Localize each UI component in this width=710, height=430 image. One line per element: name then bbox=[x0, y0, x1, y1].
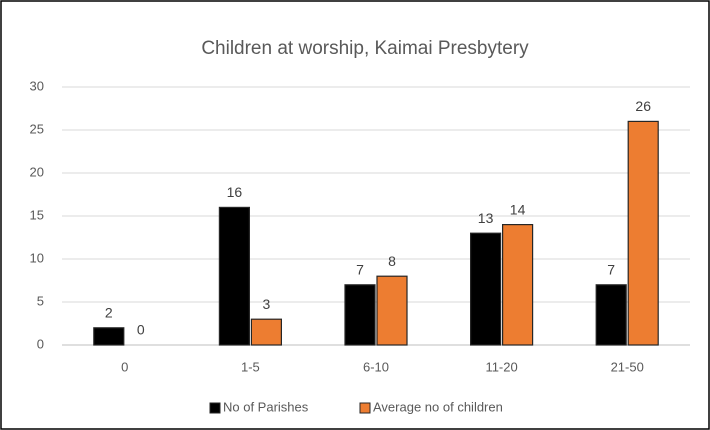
y-tick-label: 20 bbox=[30, 164, 44, 179]
y-tick-label: 15 bbox=[30, 207, 44, 222]
bar bbox=[344, 284, 376, 346]
legend-label: Average no of children bbox=[373, 399, 503, 414]
y-tick-label: 0 bbox=[37, 336, 44, 351]
data-label: 7 bbox=[356, 262, 364, 278]
bar bbox=[595, 284, 627, 346]
data-label: 7 bbox=[607, 262, 615, 278]
data-label: 3 bbox=[263, 296, 271, 312]
data-label: 16 bbox=[227, 184, 243, 200]
x-tick-label: 0 bbox=[121, 359, 128, 374]
bar bbox=[376, 275, 408, 346]
data-label: 0 bbox=[137, 322, 145, 338]
legend-swatch bbox=[359, 402, 371, 414]
bar bbox=[627, 120, 659, 346]
legend-swatch bbox=[209, 402, 221, 414]
data-label: 8 bbox=[388, 253, 396, 269]
x-tick-label: 6-10 bbox=[363, 359, 389, 374]
bar bbox=[250, 318, 282, 346]
data-label: 13 bbox=[478, 210, 494, 226]
y-tick-label: 5 bbox=[37, 293, 44, 308]
x-tick-label: 21-50 bbox=[611, 359, 644, 374]
y-tick-label: 30 bbox=[30, 78, 44, 93]
x-tick-label: 1-5 bbox=[241, 359, 260, 374]
bar bbox=[470, 232, 502, 346]
bar bbox=[218, 206, 250, 346]
chart-title: Children at worship, Kaimai Presbytery bbox=[201, 38, 529, 59]
x-tick-label: 11-20 bbox=[485, 359, 517, 374]
legend-label: No of Parishes bbox=[223, 399, 309, 414]
y-tick-label: 25 bbox=[30, 121, 44, 136]
data-label: 14 bbox=[510, 201, 526, 217]
data-label: 2 bbox=[105, 305, 113, 321]
data-label: 26 bbox=[635, 98, 651, 114]
y-tick-label: 10 bbox=[30, 250, 44, 265]
bar bbox=[93, 327, 125, 346]
bar bbox=[502, 224, 534, 346]
